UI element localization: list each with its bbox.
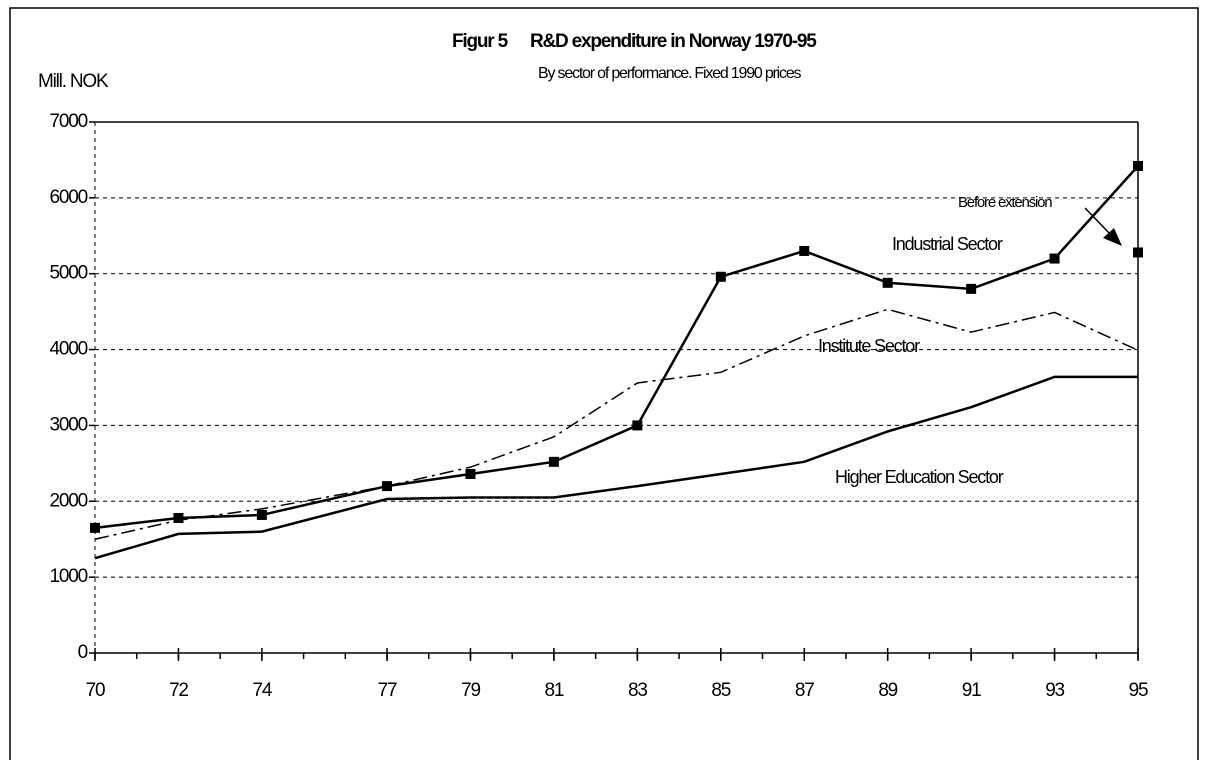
y-tick-label: 4000 [50, 339, 88, 360]
series-label: Institute Sector [818, 336, 920, 356]
x-tick-label: 72 [169, 680, 188, 701]
marker [966, 283, 977, 294]
marker [90, 522, 100, 533]
x-tick-label: 70 [86, 680, 105, 701]
annotation-arrowhead [1103, 228, 1122, 246]
x-tick-label: 81 [545, 680, 564, 701]
y-tick-label: 2000 [50, 490, 88, 511]
x-tick-label: 91 [962, 680, 981, 701]
x-tick-label: 93 [1045, 680, 1064, 701]
x-tick-label: 83 [628, 680, 647, 701]
x-tick-label: 87 [795, 680, 814, 701]
x-tick-label: 74 [253, 680, 273, 701]
y-axis-label: Mill. NOK [38, 71, 109, 92]
marker [256, 509, 267, 520]
marker [382, 481, 393, 492]
series-line [94, 375, 1138, 560]
y-tick-label: 3000 [50, 414, 88, 435]
figure-label: Figur 5 [452, 31, 509, 52]
series-label: Higher Education Sector [835, 467, 1004, 487]
marker [882, 277, 893, 288]
chart-subtitle: By sector of performance. Fixed 1990 pri… [538, 65, 802, 82]
y-tick-label: 0 [78, 642, 88, 663]
marker [1133, 160, 1143, 171]
series-label: Industrial Sector [892, 234, 1003, 254]
series-line [94, 308, 1139, 540]
x-tick-label: 95 [1129, 680, 1148, 701]
marker [548, 456, 559, 467]
chart-title: R&D expenditure in Norway 1970-95 [530, 31, 817, 52]
annotation-marker [1133, 247, 1143, 258]
frame [9, 7, 1199, 760]
y-tick-label: 6000 [50, 187, 88, 208]
marker [632, 420, 643, 431]
annotation-text: Before extension [958, 194, 1052, 211]
y-tick-label: 5000 [50, 263, 88, 284]
marker [799, 245, 810, 256]
y-tick-label: 7000 [50, 111, 88, 132]
marker [173, 512, 184, 523]
marker [715, 271, 726, 282]
x-tick-label: 79 [461, 680, 480, 701]
y-tick-label: 1000 [50, 566, 88, 587]
marker [465, 468, 476, 479]
x-tick-label: 85 [711, 680, 730, 701]
x-tick-label: 77 [378, 680, 397, 701]
x-tick-label: 89 [878, 680, 897, 701]
annotation-arrow [1084, 207, 1113, 237]
marker [1049, 253, 1060, 264]
